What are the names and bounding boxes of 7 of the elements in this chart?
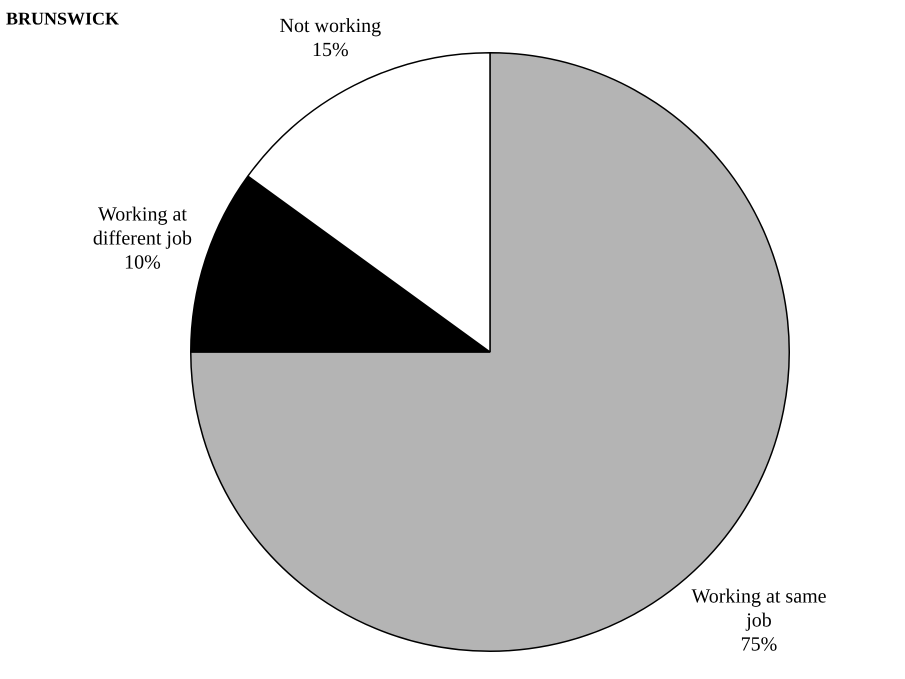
- data-label: 10%: [124, 251, 161, 274]
- slice-label: Working at same job: [692, 585, 827, 632]
- slice-label: Not working: [279, 14, 382, 37]
- data-label: 15%: [312, 38, 349, 61]
- chart-title: BRUNSWICK: [6, 8, 120, 29]
- slice-label: Working at different job: [92, 203, 192, 250]
- data-label: 75%: [740, 633, 778, 656]
